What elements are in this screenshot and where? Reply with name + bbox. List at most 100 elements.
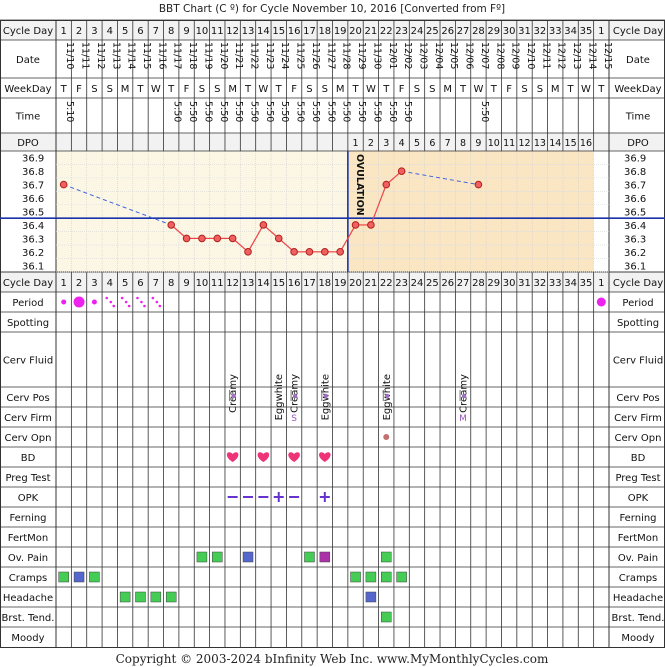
- temp-point: [321, 248, 329, 256]
- weekday-cell: T: [244, 84, 252, 95]
- date-cell: 12/14: [586, 42, 597, 69]
- bd-heart: [288, 452, 300, 462]
- cerv-pos-dot: [323, 393, 329, 399]
- cycle-day-cell: 1: [60, 26, 66, 37]
- cycle-day-cell: 14: [257, 26, 270, 37]
- bd-heart: [226, 452, 239, 462]
- weekday-cell: T: [136, 84, 144, 95]
- temp-point: [382, 180, 391, 189]
- date-cell: 11/24: [279, 42, 290, 69]
- row-label-date: Date: [16, 55, 40, 66]
- dpo-cell: 14: [549, 138, 561, 149]
- dpo-cell: 2: [368, 138, 374, 149]
- temp-point: [397, 167, 406, 175]
- cycle-day-cell: 10: [196, 278, 209, 289]
- date-cell: 11/23: [264, 42, 275, 69]
- y-tick-label: 36.9: [22, 154, 44, 165]
- date-cell: 12/03: [417, 42, 428, 69]
- cycle-day-cell: 5: [122, 26, 128, 37]
- y-tick-label-right: 36.8: [624, 167, 646, 178]
- row-label-bd: BD: [21, 453, 36, 464]
- cycle-day-cell: 25: [426, 278, 439, 289]
- cycle-day-cell: 33: [549, 278, 562, 289]
- cycle-day-cell: 21: [365, 26, 378, 37]
- cycle-day-cell: 6: [137, 26, 143, 37]
- date-cell: 11/19: [202, 42, 213, 69]
- date-cell: 11/29: [356, 42, 367, 69]
- weekday-cell: T: [567, 84, 575, 95]
- weekday-cell: F: [399, 84, 405, 95]
- cycle-day-cell: 33: [549, 26, 562, 37]
- cramps-square: [350, 571, 361, 583]
- ov-pain-square: [319, 551, 331, 563]
- time-cell: 5:50: [295, 101, 306, 122]
- time-cell: 5:50: [479, 101, 490, 122]
- cycle-day-cell: 2: [76, 26, 82, 37]
- period-spot: [143, 304, 146, 308]
- period-spot: [105, 296, 109, 300]
- row-label-headache: Headache: [3, 593, 53, 604]
- temp-point: [274, 234, 283, 243]
- date-cell: 11/11: [80, 42, 91, 69]
- cramps-square: [73, 571, 85, 583]
- weekday-cell: S: [537, 84, 543, 95]
- cerv-fluid-label: Eggwhite: [274, 374, 285, 420]
- cycle-day-cell: 21: [365, 278, 378, 289]
- period-spot: [158, 304, 162, 308]
- dpo-cell: 1: [353, 138, 359, 149]
- temp-point: [244, 248, 252, 256]
- row-label-right-fertmon: FertMon: [618, 533, 658, 544]
- dpo-cell: 4: [399, 138, 405, 149]
- row-label-right-brst-tend: Brst. Tend.: [612, 613, 665, 624]
- weekday-cell: S: [199, 84, 205, 95]
- date-cell: 11/25: [295, 42, 306, 69]
- ov-pain-square: [212, 551, 223, 563]
- row-label-right-headache: Headache: [613, 593, 663, 604]
- cycle-day-cell: 18: [318, 278, 331, 289]
- y-tick-label: 36.2: [22, 248, 44, 259]
- date-cell: 11/12: [95, 42, 106, 69]
- headache-square: [150, 591, 162, 603]
- weekday-cell: W: [258, 84, 268, 95]
- dpo-cell: 3: [383, 138, 389, 149]
- cycle-day-cell: 3: [91, 26, 97, 37]
- row-label-right-moody: Moody: [621, 633, 654, 644]
- cerv-firm-letter: S: [291, 414, 297, 424]
- y-tick-label: 36.7: [22, 181, 44, 192]
- y-tick-label-right: 36.4: [624, 221, 646, 232]
- dpo-cell: 12: [518, 138, 530, 149]
- time-cell: 5:50: [387, 101, 398, 122]
- date-cell: 11/20: [218, 42, 229, 69]
- cycle-day-cell: 15: [272, 278, 285, 289]
- y-tick-label: 36.5: [22, 208, 44, 219]
- time-cell: 5:50: [371, 101, 382, 122]
- cycle-day-cell: 25: [426, 26, 439, 37]
- y-tick-label: 36.4: [22, 221, 44, 232]
- temp-line-segment: [370, 184, 387, 226]
- dpo-cell: 16: [580, 138, 592, 149]
- date-cell: 11/17: [172, 42, 183, 69]
- weekday-cell: S: [107, 84, 113, 95]
- cycle-day-cell: 27: [457, 278, 470, 289]
- time-cell: 5:50: [325, 101, 336, 122]
- date-cell: 12/09: [510, 42, 521, 69]
- cycle-day-cell: 2: [76, 278, 82, 289]
- temp-point: [367, 221, 375, 229]
- date-cell: 11/13: [110, 42, 121, 69]
- weekday-cell: T: [167, 84, 175, 95]
- period-spot: [136, 296, 139, 300]
- y-tick-label: 36.6: [22, 194, 44, 205]
- cycle-day-cell: 5: [122, 278, 128, 289]
- cycle-day-cell: 17: [303, 26, 316, 37]
- date-cell: 12/05: [448, 42, 459, 69]
- weekday-cell: F: [184, 84, 190, 95]
- date-cell: 12/07: [479, 42, 490, 69]
- cerv-opn-dot: [383, 434, 390, 440]
- time-cell: 5:50: [249, 101, 260, 122]
- period-spot: [140, 300, 143, 304]
- cycle-day-cell: 31: [518, 26, 531, 37]
- row-label-preg-test: Preg Test: [5, 473, 50, 484]
- cycle-day-cell: 30: [503, 278, 516, 289]
- row-label-ov-pain: Ov. Pain: [8, 553, 48, 564]
